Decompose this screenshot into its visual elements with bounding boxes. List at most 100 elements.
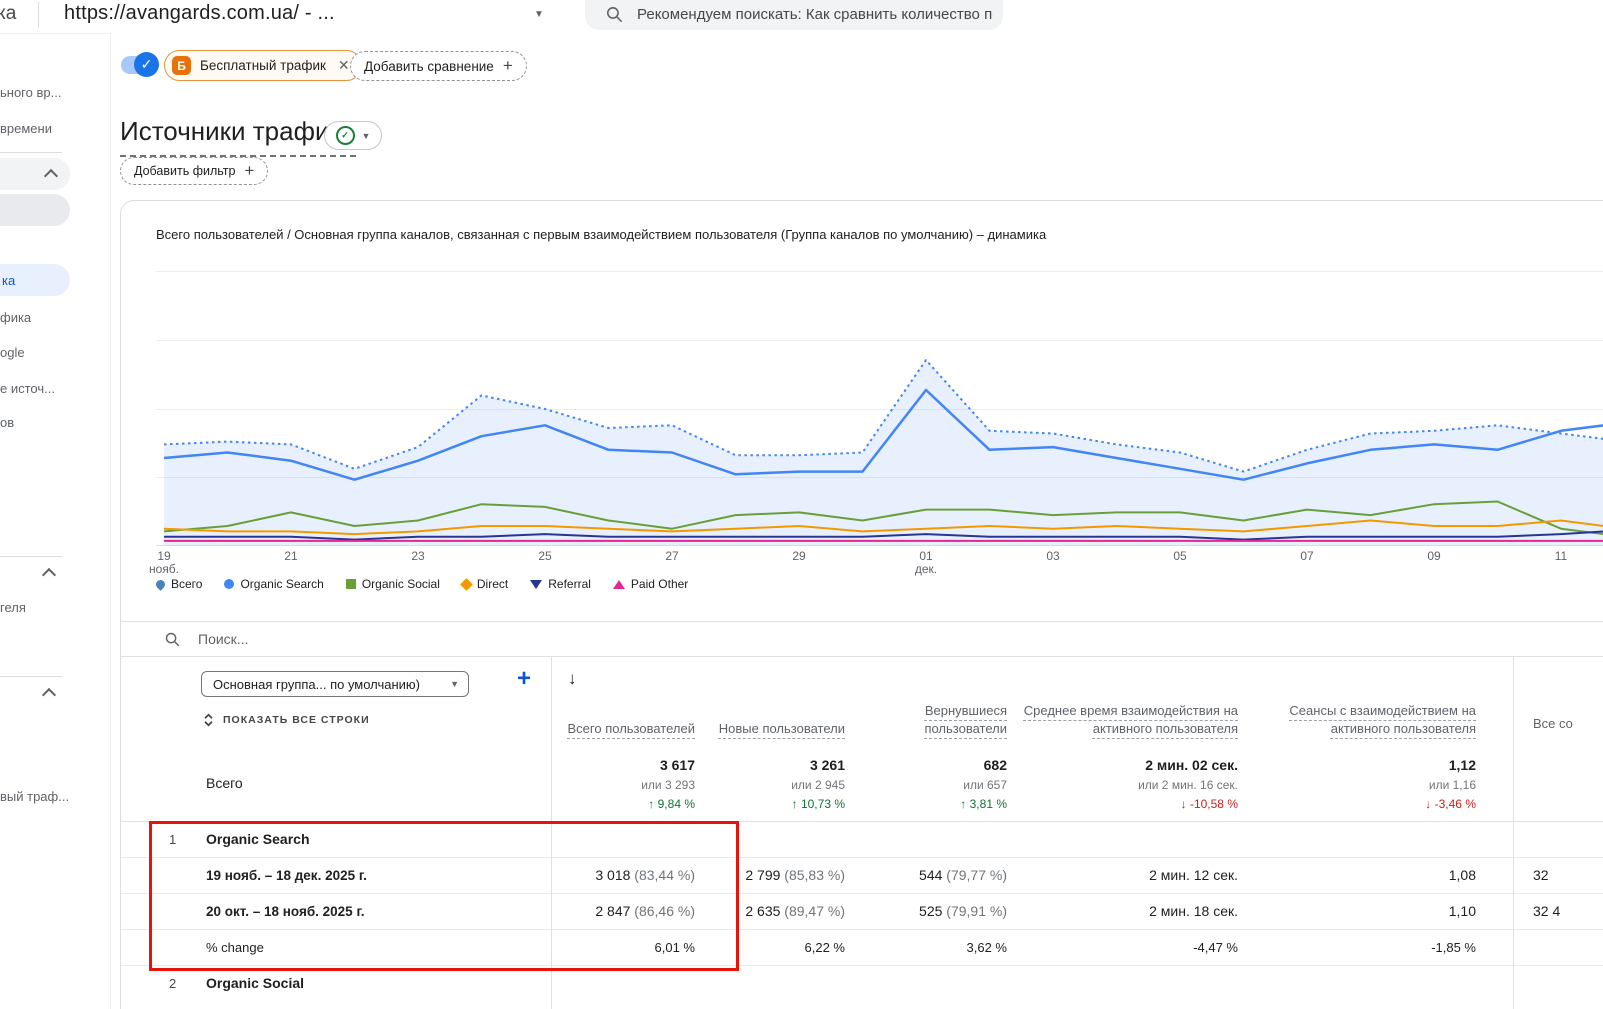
metric-alt-value: или 1,16 <box>1428 778 1476 792</box>
legend-circle-icon <box>224 579 235 589</box>
sidebar-item-traffic[interactable]: фика <box>0 310 32 325</box>
column-header[interactable]: Новые пользователи <box>718 721 845 736</box>
x-tick: 07 <box>1300 549 1314 563</box>
column-header[interactable]: Вернувшиеся пользователи <box>924 703 1007 736</box>
chip-label: Бесплатный трафик <box>200 58 326 73</box>
chevron-up-icon[interactable] <box>41 567 57 583</box>
metric-alt-value: или 2 945 <box>791 778 845 792</box>
column-header-cut[interactable]: Все со <box>1533 716 1573 731</box>
sidebar-item-sources[interactable]: е источ... <box>0 381 55 396</box>
add-dimension-button[interactable]: + <box>517 665 532 692</box>
percent-change-value: 6,01 % <box>654 940 695 955</box>
comparison-toggle[interactable]: ✓ <box>121 52 159 77</box>
legend-triangle-down-icon <box>530 579 543 589</box>
column-header[interactable]: Сеансы с взаимодействием на активного по… <box>1289 703 1476 736</box>
x-tick: 27 <box>665 549 679 563</box>
metric-alt-value: или 657 <box>963 778 1007 792</box>
chevron-up-icon[interactable] <box>41 687 57 703</box>
unfold-more-icon <box>204 713 213 727</box>
sidebar-item-paid-organic-traffic[interactable]: вый траф... <box>0 789 70 804</box>
x-tick: 25 <box>538 549 552 563</box>
metric-delta: ↑ 10,73 % <box>791 797 845 811</box>
toggle-check-icon: ✓ <box>134 52 159 77</box>
plus-icon: + <box>244 161 255 180</box>
sidebar-item-user[interactable]: геля <box>0 600 26 615</box>
column-header[interactable]: Всего пользователей <box>567 721 695 736</box>
table-search-input[interactable] <box>196 630 600 648</box>
legend-item[interactable]: Organic Search <box>224 577 324 591</box>
table-row[interactable]: 20 окт. – 18 нояб. 2025 г. 2 847 (86,46 %… <box>121 893 1603 930</box>
x-tick: 03 <box>1046 549 1060 563</box>
metric-cell: 1,08 <box>1448 867 1476 883</box>
x-tick: 01 дек. <box>914 549 938 576</box>
totals-metric: 2 мин. 02 сек. или 2 мин. 16 сек. ↓ -10,58… <box>1007 757 1238 811</box>
global-search-bar[interactable]: Рекомендуем поискать: Как сравнить колич… <box>585 0 1003 30</box>
percent-change-value: 6,22 % <box>804 940 845 955</box>
property-selector[interactable]: https://avangards.com.ua/ - ... <box>64 2 335 24</box>
totals-metric: 682 или 657 ↑ 3,81 % <box>845 757 1007 811</box>
totals-metric: 3 261 или 2 945 ↑ 10,73 % <box>695 757 845 811</box>
sidebar-item-selected-pill[interactable] <box>0 194 70 226</box>
sidebar-item-channels[interactable]: ов <box>0 415 15 430</box>
column-separator <box>1513 657 1514 1009</box>
table-row[interactable]: 19 нояб. – 18 дек. 2025 г. 3 018 (83,44 %… <box>121 857 1603 894</box>
table-row[interactable]: 1 Organic Search <box>121 821 1603 858</box>
x-tick: 21 <box>284 549 298 563</box>
metric-value: 682 <box>983 757 1007 773</box>
sidebar-item-active-traffic[interactable]: ка <box>0 264 70 296</box>
traffic-line-chart[interactable] <box>156 271 1603 547</box>
x-tick: 11 <box>1554 549 1568 563</box>
date-range-label: 20 окт. – 18 нояб. 2025 г. <box>206 904 365 919</box>
legend-pin-icon <box>154 577 167 591</box>
add-comparison-button[interactable]: Добавить сравнение + <box>350 51 527 81</box>
chevron-down-icon: ▼ <box>450 679 459 689</box>
sidebar-active-item-label: ка <box>2 273 16 288</box>
metric-cell: 1,10 <box>1448 903 1476 919</box>
legend-item[interactable]: Organic Social <box>345 577 440 591</box>
metric-cell: 2 мин. 12 сек. <box>1149 867 1238 883</box>
page-title: Источники трафика <box>120 116 356 157</box>
sidebar-divider <box>0 152 62 153</box>
chart-legend: Всего Organic Search Organic Social Direct R… <box>154 577 688 591</box>
totals-label: Всего <box>206 775 243 791</box>
sidebar-item-time[interactable]: времени <box>0 121 52 136</box>
free-traffic-filter-chip[interactable]: Б Бесплатный трафик ✕ <box>164 50 362 81</box>
legend-item[interactable]: Referral <box>530 577 591 591</box>
property-caret-icon[interactable]: ▼ <box>534 9 544 20</box>
legend-item[interactable]: Paid Other <box>612 577 688 591</box>
table-header: Основная группа... по умолчанию) ▼ + ↓ П… <box>121 657 1603 746</box>
legend-label: Всего <box>171 577 203 591</box>
sidebar-top-border <box>0 33 110 34</box>
date-range-label: 19 нояб. – 18 дек. 2025 г. <box>206 868 367 883</box>
table-row[interactable]: 2 Organic Social <box>121 965 1603 1009</box>
show-all-rows-button[interactable]: ПОКАЗАТЬ ВСЕ СТРОКИ <box>203 713 370 727</box>
add-filter-button[interactable]: Добавить фильтр + <box>120 157 269 185</box>
metric-alt-value: или 2 мин. 16 сек. <box>1138 778 1238 792</box>
column-header[interactable]: Среднее время взаимодействия на активног… <box>1023 703 1238 736</box>
chevron-up-icon <box>43 168 59 184</box>
dimension-dropdown[interactable]: Основная группа... по умолчанию) ▼ <box>201 671 469 697</box>
legend-label: Organic Social <box>361 577 440 591</box>
legend-item[interactable]: Direct <box>460 577 508 591</box>
metric-cell: 2 799 (85,83 %) <box>745 867 845 883</box>
sidebar-item-engagement-time[interactable]: ьного вр... <box>0 85 62 100</box>
sort-descending-icon[interactable]: ↓ <box>568 669 577 688</box>
topbar-divider <box>38 2 39 28</box>
percent-change-label: % change <box>206 940 264 955</box>
global-search-placeholder: Рекомендуем поискать: Как сравнить колич… <box>637 6 993 23</box>
totals-metric: 3 617 или 3 293 ↑ 9,84 % <box>551 757 695 811</box>
metric-cell-cut: 32 <box>1533 867 1549 883</box>
metric-delta: ↓ -10,58 % <box>1180 797 1238 811</box>
table-row[interactable]: % change 6,01 % 6,22 % 3,62 % -4,47 % -1,85 % <box>121 929 1603 966</box>
add-filter-label: Добавить фильтр <box>134 164 236 178</box>
add-comparison-label: Добавить сравнение <box>364 58 494 74</box>
verified-check-icon: ✓ <box>335 126 355 145</box>
report-verified-dropdown[interactable]: ✓ ▼ <box>324 121 382 150</box>
close-icon[interactable]: ✕ <box>337 57 350 73</box>
sidebar-item-google[interactable]: ogle <box>0 345 25 360</box>
legend-item[interactable]: Всего <box>154 577 203 591</box>
percent-change-value: -1,85 % <box>1431 940 1476 955</box>
metric-delta: ↑ 9,84 % <box>648 797 695 811</box>
sidebar-collapsible-header[interactable] <box>0 158 70 190</box>
